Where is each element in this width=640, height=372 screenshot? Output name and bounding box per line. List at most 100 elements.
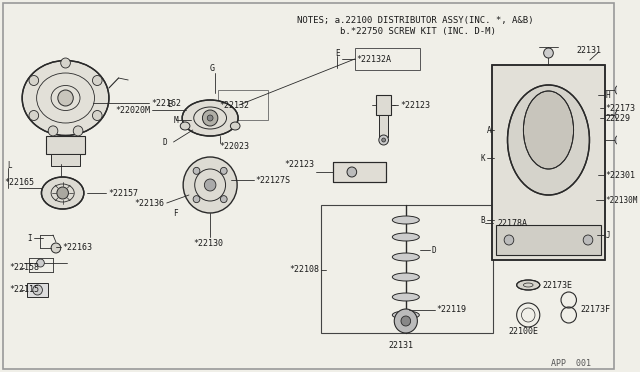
Text: *22108: *22108 <box>289 266 319 275</box>
Ellipse shape <box>508 85 589 195</box>
Circle shape <box>543 48 554 58</box>
Circle shape <box>220 196 227 203</box>
Text: *22158: *22158 <box>10 263 40 273</box>
Bar <box>333 162 385 182</box>
Circle shape <box>615 135 625 145</box>
Circle shape <box>204 179 216 191</box>
Circle shape <box>207 115 213 121</box>
Text: D: D <box>162 138 167 147</box>
Text: *22130M: *22130M <box>605 196 637 205</box>
Circle shape <box>183 157 237 213</box>
Text: E: E <box>335 48 340 58</box>
Circle shape <box>615 110 625 120</box>
Text: *22165: *22165 <box>5 177 35 186</box>
Text: *22136: *22136 <box>135 199 165 208</box>
Bar <box>497 225 600 255</box>
Circle shape <box>401 316 411 326</box>
Circle shape <box>33 285 42 295</box>
Text: B: B <box>480 215 485 224</box>
Ellipse shape <box>392 311 419 319</box>
Text: b.*22750 SCREW KIT (INC. D-M): b.*22750 SCREW KIT (INC. D-M) <box>297 26 496 35</box>
Text: *22020M: *22020M <box>115 106 150 115</box>
Text: *22162: *22162 <box>151 99 181 108</box>
Bar <box>218 90 268 120</box>
Text: 22173F: 22173F <box>580 305 611 314</box>
Circle shape <box>583 235 593 245</box>
Text: *22173: *22173 <box>605 103 636 112</box>
Circle shape <box>92 76 102 86</box>
Text: 22229: 22229 <box>605 113 630 122</box>
Circle shape <box>394 309 417 333</box>
Text: I: I <box>27 234 31 243</box>
Text: APP  001: APP 001 <box>552 359 591 368</box>
Text: *22132: *22132 <box>220 100 250 109</box>
Text: A: A <box>487 125 492 135</box>
Circle shape <box>61 58 70 68</box>
Circle shape <box>58 90 73 106</box>
Text: E: E <box>167 99 172 109</box>
Text: *22123: *22123 <box>284 160 314 169</box>
Text: 22100E: 22100E <box>508 327 538 337</box>
Text: *22123: *22123 <box>400 100 430 109</box>
Ellipse shape <box>392 293 419 301</box>
Text: M: M <box>173 115 178 125</box>
Ellipse shape <box>392 253 419 261</box>
Text: *22119: *22119 <box>436 305 467 314</box>
Circle shape <box>57 187 68 199</box>
Text: *22132A: *22132A <box>356 55 392 64</box>
Text: *22130: *22130 <box>193 238 223 247</box>
Text: *22157: *22157 <box>108 189 138 198</box>
Bar <box>321 205 493 333</box>
Circle shape <box>504 235 514 245</box>
Circle shape <box>29 110 38 121</box>
Circle shape <box>615 85 625 95</box>
Ellipse shape <box>180 122 190 130</box>
Text: *22127S: *22127S <box>255 176 291 185</box>
Text: NOTES; a.22100 DISTRIBUTOR ASSY(INC. *, A&B): NOTES; a.22100 DISTRIBUTOR ASSY(INC. *, … <box>297 16 533 25</box>
Text: 22131: 22131 <box>388 340 413 350</box>
Text: H: H <box>605 90 610 99</box>
Text: F: F <box>173 208 178 218</box>
Bar <box>333 162 385 182</box>
Circle shape <box>48 126 58 136</box>
Text: D: D <box>432 246 436 254</box>
Bar <box>51 154 80 166</box>
Circle shape <box>381 138 385 142</box>
Ellipse shape <box>392 233 419 241</box>
Circle shape <box>202 110 218 126</box>
Text: *22163: *22163 <box>63 243 93 251</box>
Text: *22301: *22301 <box>605 170 636 180</box>
Circle shape <box>220 167 227 174</box>
Circle shape <box>193 167 200 174</box>
Text: 22178A: 22178A <box>497 218 527 228</box>
Circle shape <box>347 167 356 177</box>
Text: L: L <box>8 160 12 170</box>
Ellipse shape <box>524 91 573 169</box>
Bar <box>376 95 392 115</box>
Text: J: J <box>605 231 610 240</box>
Bar <box>46 136 85 154</box>
Circle shape <box>73 126 83 136</box>
Ellipse shape <box>42 177 84 209</box>
Ellipse shape <box>22 61 109 135</box>
Text: G: G <box>209 64 214 73</box>
Ellipse shape <box>182 100 238 136</box>
Text: 22131: 22131 <box>577 45 602 55</box>
Bar <box>355 48 420 70</box>
Circle shape <box>29 76 38 86</box>
Ellipse shape <box>392 273 419 281</box>
Bar <box>27 283 48 297</box>
Circle shape <box>379 135 388 145</box>
Bar <box>492 65 605 260</box>
Bar <box>492 65 605 260</box>
Ellipse shape <box>516 280 540 290</box>
Ellipse shape <box>392 216 419 224</box>
Circle shape <box>51 243 61 253</box>
Circle shape <box>193 196 200 203</box>
Text: *22115: *22115 <box>10 285 40 295</box>
Ellipse shape <box>230 122 240 130</box>
Text: *22023: *22023 <box>220 141 250 151</box>
Circle shape <box>36 259 44 267</box>
Bar <box>379 115 388 137</box>
Text: K: K <box>480 154 485 163</box>
